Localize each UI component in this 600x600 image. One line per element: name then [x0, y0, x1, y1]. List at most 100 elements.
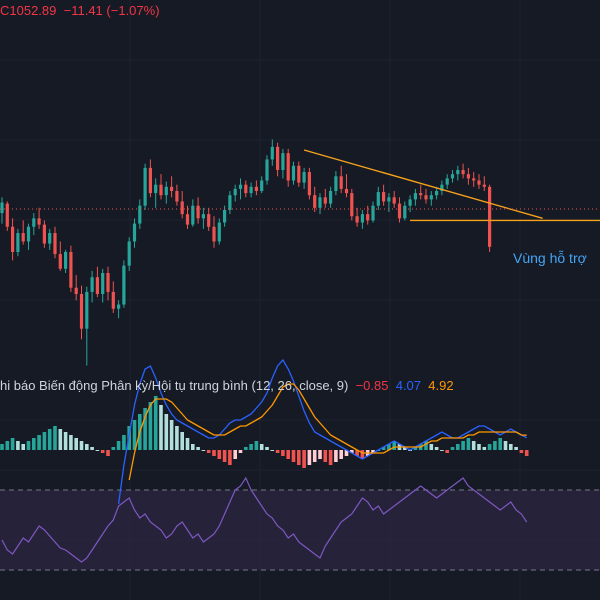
macd-histogram-bar [302, 450, 306, 468]
candle-body [0, 202, 4, 214]
candle-body [472, 178, 476, 181]
macd-histogram-bar [318, 450, 322, 459]
macd-histogram-bar [58, 429, 63, 450]
macd-histogram-bar [424, 441, 428, 450]
candle-body [360, 214, 364, 223]
candle-body [122, 265, 126, 305]
macd-histogram-bar [32, 438, 36, 450]
candle-body [429, 195, 433, 200]
candle-body [159, 184, 163, 196]
trend-line-0 [303, 149, 543, 220]
macd-histogram-bar [334, 450, 338, 462]
ohlc-header: C1052.89 −11.41 (−1.07%) [0, 3, 160, 18]
macd-histogram-bar [297, 450, 301, 465]
macd-histogram-bar [153, 396, 158, 450]
macd-histogram-bar [90, 447, 94, 450]
macd-histogram-bar [350, 450, 354, 453]
candle-body [440, 184, 444, 191]
candle-body [291, 165, 296, 181]
macd-histogram-bar [47, 429, 52, 450]
macd-histogram-bar [291, 450, 296, 462]
macd-histogram-bar [403, 447, 407, 450]
candlestick-series [0, 139, 492, 366]
macd-histogram-bar [445, 450, 449, 453]
macd-histogram-bar [328, 450, 333, 465]
macd-histogram-bar [487, 444, 492, 450]
candle-body [323, 197, 327, 204]
macd-histogram-bar [450, 447, 455, 450]
candle-body [207, 214, 211, 227]
macd-histogram-bar [244, 447, 248, 450]
macd-histogram-bar [355, 450, 359, 456]
macd-histogram-bar [143, 408, 147, 450]
candle-body [127, 241, 131, 266]
macd-histogram-bar [217, 450, 222, 459]
candle-body [456, 169, 460, 175]
candle-body [392, 197, 396, 204]
macd-histogram-bar [222, 450, 227, 462]
macd-histogram-bar [344, 450, 349, 456]
candle-body [111, 291, 115, 309]
macd-hist-value: −0.85 [355, 378, 389, 393]
macd-histogram-bar [74, 438, 78, 450]
support-zone-label: Vùng hỗ trợ [513, 250, 587, 266]
macd-histogram-bar [206, 450, 211, 453]
candle-body [318, 197, 322, 208]
macd-histogram-bar [498, 438, 502, 450]
macd-histogram-bar [169, 420, 174, 450]
macd-histogram-bar [482, 447, 487, 450]
candle-body [95, 277, 99, 295]
candle-body [244, 184, 248, 194]
macd-histogram-bar [440, 450, 444, 451]
candle-body [11, 226, 15, 252]
macd-histogram-bar [148, 402, 153, 450]
macd-histogram-bar [238, 450, 243, 453]
macd-histogram-bar [275, 450, 280, 453]
candle-body [58, 254, 62, 269]
trend-lines [303, 149, 600, 222]
candle-body [37, 218, 41, 225]
macd-histogram-bar [159, 405, 163, 450]
macd-histogram-bar [212, 450, 216, 456]
candle-body [85, 291, 89, 329]
candle-body [254, 186, 258, 191]
candle-body [350, 193, 354, 217]
macd-histogram-bar [249, 444, 253, 450]
candle-body [233, 188, 237, 196]
candle-body [281, 153, 285, 170]
candle-body [143, 167, 147, 206]
macd-histogram-bar [429, 444, 434, 450]
candle-body [191, 205, 195, 225]
candle-body [79, 294, 84, 329]
macd-histogram-bar [265, 447, 269, 450]
candle-body [445, 178, 449, 185]
macd-histogram-bar [413, 447, 418, 450]
macd-histogram-bar [37, 435, 41, 450]
macd-histogram-bar [69, 435, 73, 450]
macd-histogram-bar [360, 450, 365, 459]
candle-body [466, 174, 470, 179]
macd-histogram-bar [281, 450, 285, 456]
candle-body [26, 226, 31, 242]
macd-histogram-bar [233, 450, 237, 459]
candle-body [132, 223, 137, 242]
macd-legend[interactable]: hi báo Biến động Phân kỳ/Hội tụ trung bì… [0, 378, 454, 393]
macd-histogram-bar [493, 441, 497, 450]
candle-body [355, 216, 359, 223]
candle-body [196, 205, 200, 219]
candle-body [69, 251, 73, 288]
macd-histogram-bar [514, 447, 518, 450]
macd-histogram-bar [16, 441, 20, 450]
macd-histogram-bar [270, 450, 275, 451]
macd-signal-value: 4.92 [428, 378, 454, 393]
macd-histogram-bar [323, 450, 328, 462]
candle-body [482, 184, 486, 187]
candle-body [74, 287, 78, 295]
macd-histogram-bar [456, 444, 460, 450]
candle-body [488, 186, 492, 247]
candle-body [170, 186, 174, 191]
macd-histogram-bar [85, 444, 89, 450]
macd-histogram-bar [111, 447, 116, 450]
candle-body [461, 169, 465, 175]
